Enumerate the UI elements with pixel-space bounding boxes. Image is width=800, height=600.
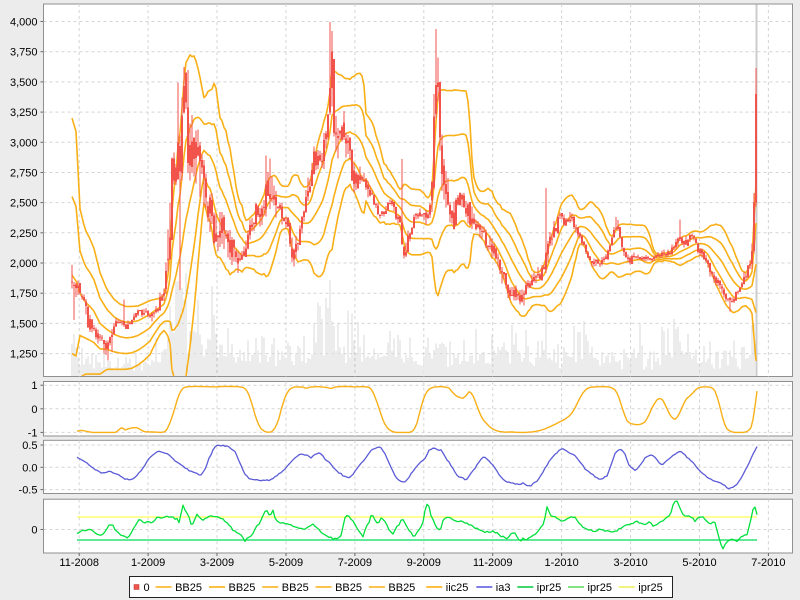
svg-text:3,750: 3,750	[10, 47, 38, 59]
svg-text:11-2009: 11-2009	[473, 557, 513, 569]
svg-text:11-2008: 11-2008	[59, 557, 99, 569]
svg-text:iic25: iic25	[446, 582, 469, 594]
svg-text:1-2009: 1-2009	[131, 557, 165, 569]
svg-text:0: 0	[31, 404, 37, 416]
svg-text:3,250: 3,250	[10, 107, 38, 119]
svg-text:0.0: 0.0	[22, 462, 37, 474]
svg-text:7-2009: 7-2009	[338, 557, 372, 569]
svg-text:3-2010: 3-2010	[613, 557, 647, 569]
svg-text:7-2010: 7-2010	[751, 557, 785, 569]
svg-text:3,000: 3,000	[10, 137, 38, 149]
svg-text:2,500: 2,500	[10, 198, 38, 210]
svg-text:4,000: 4,000	[10, 17, 38, 29]
svg-text:5-2009: 5-2009	[269, 557, 303, 569]
svg-text:BB25: BB25	[335, 582, 362, 594]
svg-text:BB25: BB25	[175, 582, 202, 594]
svg-text:BB25: BB25	[282, 582, 309, 594]
svg-text:ipr25: ipr25	[588, 582, 612, 594]
svg-text:ipr25: ipr25	[537, 582, 561, 594]
svg-text:1-2010: 1-2010	[544, 557, 578, 569]
svg-text:-1: -1	[28, 427, 38, 439]
svg-text:ipr25: ipr25	[638, 582, 662, 594]
svg-text:2,750: 2,750	[10, 168, 38, 180]
svg-text:9-2009: 9-2009	[407, 557, 441, 569]
svg-text:3,500: 3,500	[10, 77, 38, 89]
svg-text:-0.5: -0.5	[19, 485, 38, 497]
svg-text:BB25: BB25	[388, 582, 415, 594]
svg-text:3-2009: 3-2009	[200, 557, 234, 569]
svg-text:0: 0	[144, 582, 150, 594]
svg-text:2,250: 2,250	[10, 228, 38, 240]
svg-text:1,750: 1,750	[10, 288, 38, 300]
svg-text:0.5: 0.5	[22, 440, 37, 452]
svg-text:BB25: BB25	[229, 582, 256, 594]
svg-text:ia3: ia3	[496, 582, 511, 594]
svg-text:0: 0	[31, 525, 37, 537]
svg-text:1,250: 1,250	[10, 349, 38, 361]
svg-text:2,000: 2,000	[10, 258, 38, 270]
svg-text:1,500: 1,500	[10, 318, 38, 330]
svg-text:1: 1	[31, 380, 37, 392]
svg-text:5-2010: 5-2010	[682, 557, 716, 569]
